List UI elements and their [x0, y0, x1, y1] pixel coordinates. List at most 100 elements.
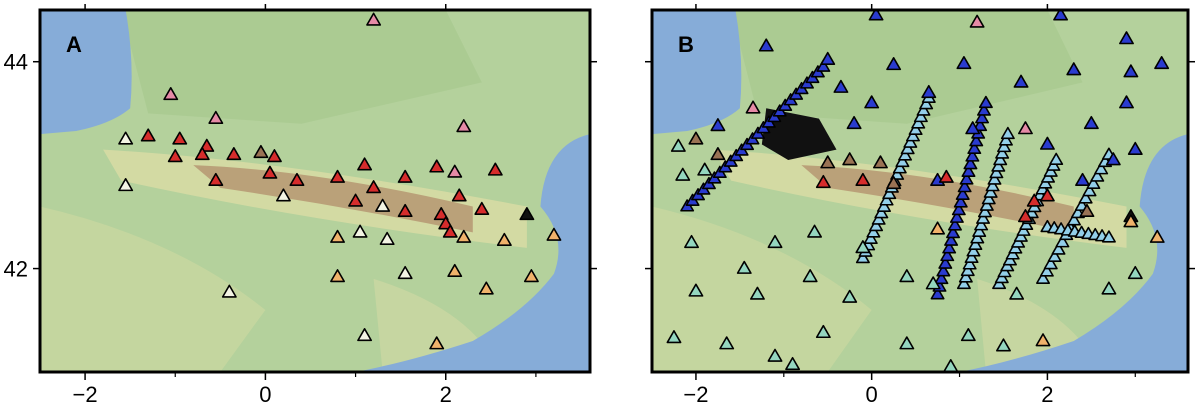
map-terrain: [40, 10, 590, 372]
station-marker: [1017, 209, 1033, 223]
profile-station-marker: [1049, 152, 1064, 165]
station-marker: [1039, 136, 1055, 150]
station-marker: [684, 234, 699, 249]
mountain-range: [801, 165, 1074, 233]
station-marker: [226, 147, 242, 161]
station-marker: [815, 174, 831, 189]
station-marker: [1026, 193, 1042, 207]
profile-station-marker: [863, 231, 878, 245]
profile-station-marker: [1094, 162, 1109, 175]
profile-station-marker: [964, 250, 979, 264]
station-marker: [266, 149, 282, 163]
profile-station-marker: [913, 109, 928, 123]
profile-station-marker: [993, 152, 1008, 166]
profile-station-marker: [895, 154, 910, 168]
station-marker: [1105, 152, 1121, 166]
station-marker: [289, 172, 305, 187]
station-marker: [456, 119, 472, 133]
station-marker: [208, 172, 224, 187]
panel-label: B: [678, 32, 694, 57]
profile-station-marker: [953, 195, 968, 208]
profile-station-marker: [942, 241, 957, 254]
station-marker: [172, 131, 188, 145]
profile-station-marker: [938, 256, 953, 269]
station-marker: [438, 216, 454, 230]
station-marker: [523, 269, 539, 283]
profile-station-marker: [966, 244, 981, 257]
profile-station-marker: [970, 231, 985, 244]
profile-station-marker: [919, 97, 934, 110]
profile-station-marker: [977, 205, 992, 218]
station-marker: [802, 269, 818, 283]
profile-station-marker: [995, 146, 1010, 159]
profile-station-marker: [989, 165, 1004, 179]
station-marker: [118, 178, 134, 192]
profile-station-marker: [981, 192, 996, 205]
profile-station-marker: [1078, 191, 1093, 204]
profile-station-marker: [956, 276, 971, 290]
profile-station-marker: [997, 139, 1012, 153]
profile-station-marker: [951, 202, 966, 216]
iberian-hills: [652, 206, 872, 372]
profile-station-marker: [957, 179, 972, 193]
profile-station-marker: [874, 206, 889, 219]
profile-station-marker: [1047, 249, 1062, 263]
station-marker: [1123, 214, 1139, 228]
station-marker: [930, 221, 946, 235]
station-marker: [275, 188, 291, 202]
station-marker: [118, 131, 134, 145]
station-marker: [1154, 55, 1170, 70]
station-marker: [140, 128, 156, 142]
station-marker: [447, 164, 463, 178]
station-marker: [846, 115, 862, 130]
station-marker: [366, 12, 382, 26]
station-marker: [969, 14, 985, 28]
profile-station-marker: [1039, 264, 1054, 277]
station-marker: [496, 232, 512, 246]
station-marker: [221, 284, 237, 298]
profile-station-marker: [976, 211, 991, 224]
station-marker: [474, 201, 490, 215]
station-marker: [670, 138, 686, 152]
panel-label: A: [66, 32, 82, 57]
station-marker: [749, 286, 765, 300]
station-marker: [375, 198, 391, 212]
profile-station-marker: [965, 149, 980, 162]
map-frame: [38, 8, 592, 374]
profile-station-marker: [961, 164, 976, 177]
profile-station-marker: [944, 233, 959, 246]
profile-station-marker: [900, 141, 915, 155]
station-marker: [456, 229, 472, 243]
profile-station-marker: [1043, 257, 1058, 270]
station-marker: [745, 100, 761, 114]
profile-station-marker: [991, 159, 1006, 172]
profile-station-marker: [936, 264, 951, 277]
station-marker: [1119, 95, 1134, 109]
profile-station-marker: [876, 199, 891, 212]
profile-station-marker: [1082, 184, 1097, 197]
station-marker: [262, 165, 278, 179]
station-marker: [487, 162, 503, 176]
profile-station-marker: [974, 218, 989, 231]
station-marker: [167, 149, 183, 163]
station-marker: [546, 227, 562, 241]
station-marker: [194, 147, 210, 161]
profile-station-marker: [1101, 230, 1116, 243]
station-marker: [451, 188, 467, 202]
station-marker: [688, 131, 704, 145]
station-marker: [767, 348, 783, 362]
profile-station-marker: [973, 118, 988, 132]
station-marker: [965, 121, 981, 135]
bay-of-biscay: [652, 10, 742, 135]
station-marker: [996, 338, 1011, 352]
station-marker: [429, 336, 445, 350]
profile-station-marker: [985, 178, 1000, 192]
station-marker: [697, 162, 713, 176]
station-marker: [357, 328, 373, 342]
x-tick-label: 0: [866, 382, 878, 407]
profile-station-marker: [903, 135, 918, 148]
profile-station-marker: [882, 186, 897, 200]
station-marker: [397, 203, 413, 218]
profile-station-marker: [975, 111, 990, 124]
bay-of-biscay: [40, 10, 132, 135]
